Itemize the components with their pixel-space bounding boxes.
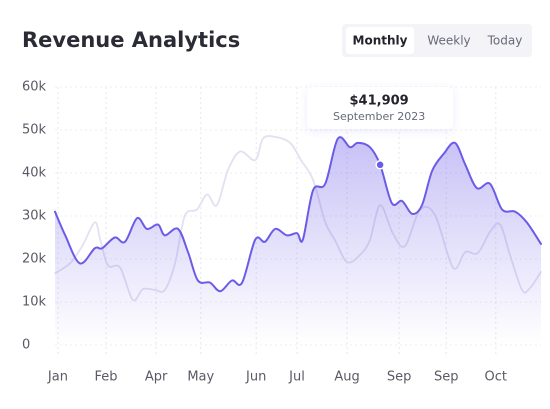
tooltip-value: $41,909 bbox=[350, 94, 409, 109]
y-tick-label: 0 bbox=[22, 338, 30, 353]
tooltip-date: September 2023 bbox=[333, 110, 425, 123]
tab[interactable]: Monthly bbox=[353, 34, 408, 48]
tooltip-point bbox=[375, 160, 385, 170]
tooltip-box bbox=[307, 87, 454, 129]
tab[interactable]: Weekly bbox=[427, 34, 470, 48]
y-tick-label: 20k bbox=[22, 252, 47, 267]
y-tick-label: 10k bbox=[22, 295, 47, 310]
tabs: Monthly Weekly Today bbox=[346, 27, 522, 54]
y-tick-label: 40k bbox=[22, 166, 47, 181]
line bbox=[54, 136, 542, 293]
x-tick-label: Sep bbox=[434, 370, 459, 385]
x-tick-label: Jun bbox=[245, 370, 266, 385]
x-tick-label: Aug bbox=[334, 370, 359, 385]
x-tick-label: Oct bbox=[485, 370, 507, 385]
x-tick-label: Jul bbox=[288, 370, 305, 385]
tab[interactable]: Today bbox=[487, 34, 523, 48]
axes: 0 10k 20k 30k 40k 50k 60k Jan Feb Apr May Jun Jul Aug… bbox=[22, 80, 507, 385]
plot bbox=[54, 135, 542, 345]
y-tick-label: 50k bbox=[22, 123, 47, 138]
title: Revenue Analytics bbox=[22, 28, 240, 52]
y-tick-label: 30k bbox=[22, 209, 47, 224]
tab-active-bg[interactable] bbox=[346, 27, 414, 54]
x-tick-label: May bbox=[187, 370, 214, 385]
x-tick-label: Apr bbox=[145, 370, 168, 385]
x-tick-label: Jan bbox=[47, 370, 68, 385]
x-tick-label: Sep bbox=[387, 370, 412, 385]
area bbox=[55, 137, 541, 345]
x-tick-label: Feb bbox=[95, 370, 118, 385]
y-tick-label: 60k bbox=[22, 80, 47, 95]
